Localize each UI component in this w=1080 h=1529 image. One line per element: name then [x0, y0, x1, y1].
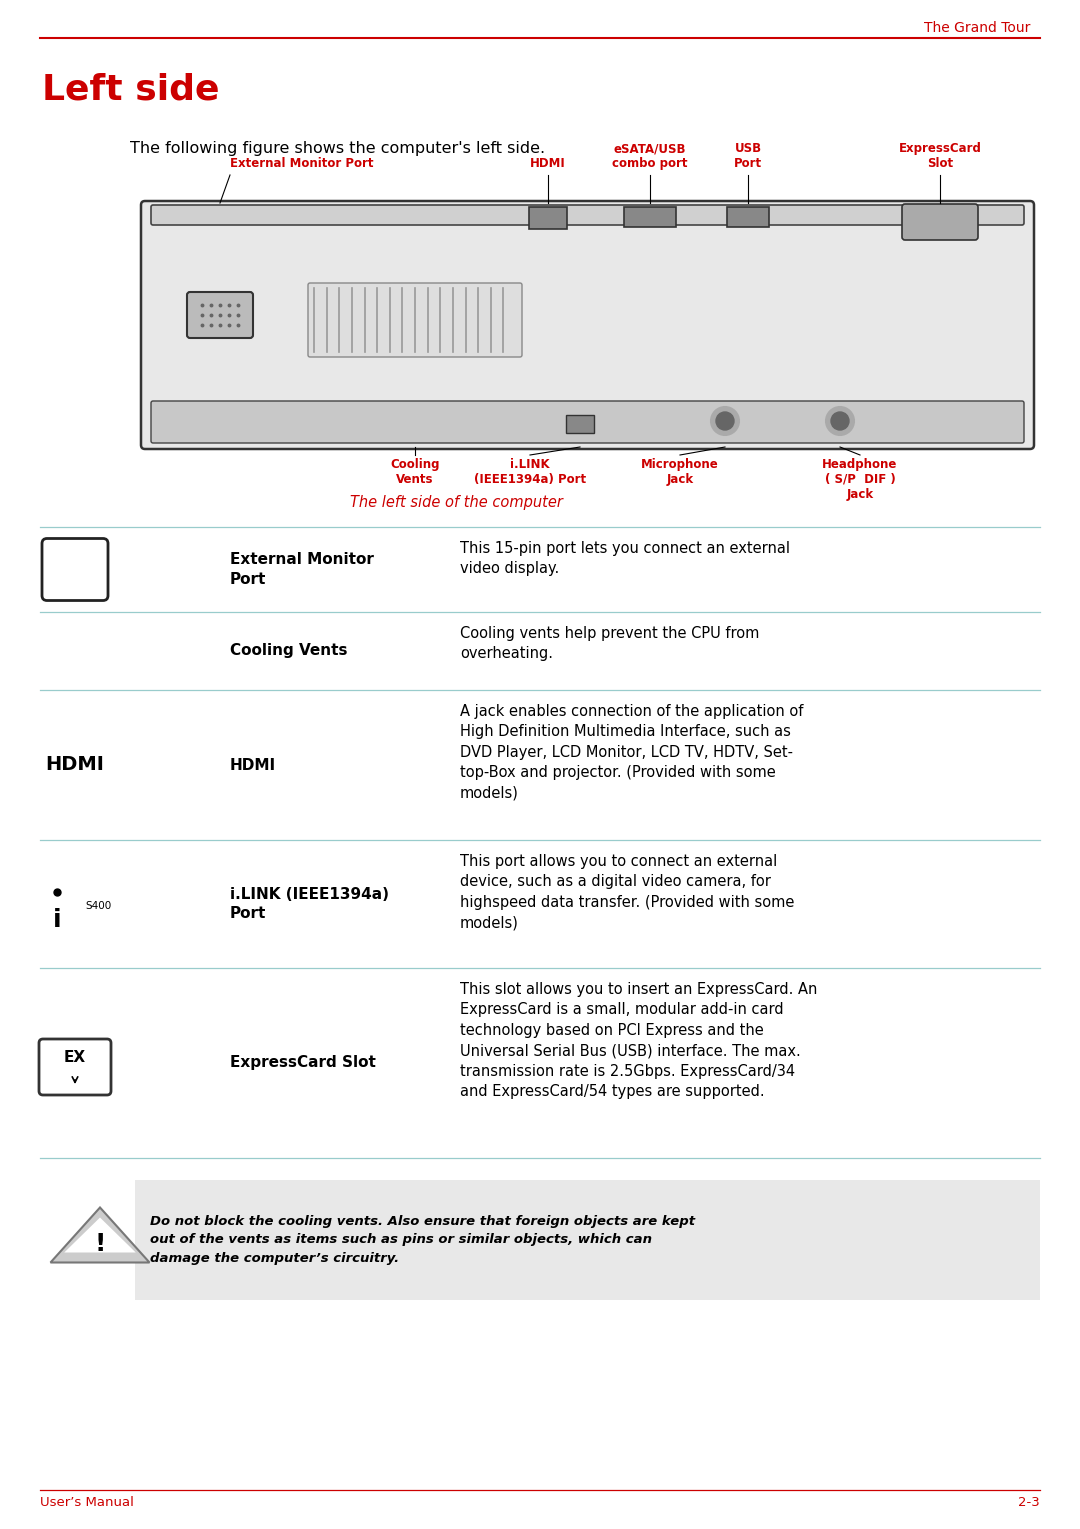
Text: Cooling Vents: Cooling Vents [230, 644, 348, 659]
Text: User’s Manual: User’s Manual [40, 1495, 134, 1509]
Text: HDMI: HDMI [530, 157, 566, 170]
Text: HDMI: HDMI [45, 755, 105, 775]
Text: The following figure shows the computer's left side.: The following figure shows the computer'… [130, 141, 545, 156]
Text: Headphone
( S/P  DIF )
Jack: Headphone ( S/P DIF ) Jack [822, 459, 897, 502]
Text: i: i [53, 908, 62, 933]
FancyBboxPatch shape [902, 203, 978, 240]
FancyBboxPatch shape [141, 200, 1034, 450]
Text: i.LINK
(IEEE1394a) Port: i.LINK (IEEE1394a) Port [474, 459, 586, 486]
Circle shape [831, 411, 849, 430]
Text: eSATA/USB
combo port: eSATA/USB combo port [612, 142, 688, 170]
FancyBboxPatch shape [566, 414, 594, 433]
FancyBboxPatch shape [151, 205, 1024, 225]
FancyBboxPatch shape [39, 1040, 111, 1095]
Text: HDMI: HDMI [230, 757, 276, 772]
FancyBboxPatch shape [529, 206, 567, 229]
Polygon shape [64, 1217, 136, 1252]
Text: USB
Port: USB Port [734, 142, 762, 170]
Text: This slot allows you to insert an ExpressCard. An
ExpressCard is a small, modula: This slot allows you to insert an Expres… [460, 982, 818, 1099]
FancyBboxPatch shape [187, 292, 253, 338]
Text: Left side: Left side [42, 73, 219, 107]
Text: External Monitor Port: External Monitor Port [230, 157, 374, 170]
FancyBboxPatch shape [135, 1180, 1040, 1300]
FancyBboxPatch shape [308, 283, 522, 356]
Text: Do not block the cooling vents. Also ensure that foreign objects are kept
out of: Do not block the cooling vents. Also ens… [150, 1216, 696, 1264]
Text: !: ! [94, 1232, 106, 1255]
FancyBboxPatch shape [42, 538, 108, 601]
Text: S400: S400 [85, 901, 111, 911]
Text: ExpressCard Slot: ExpressCard Slot [230, 1055, 376, 1070]
Text: Cooling
Vents: Cooling Vents [390, 459, 440, 486]
Text: ExpressCard
Slot: ExpressCard Slot [899, 142, 982, 170]
Text: EX: EX [64, 1049, 86, 1064]
Text: A jack enables connection of the application of
High Definition Multimedia Inter: A jack enables connection of the applica… [460, 703, 804, 801]
Text: 2-3: 2-3 [1018, 1495, 1040, 1509]
Circle shape [711, 407, 739, 434]
Text: This 15-pin port lets you connect an external
video display.: This 15-pin port lets you connect an ext… [460, 541, 789, 576]
Polygon shape [51, 1208, 149, 1263]
Circle shape [826, 407, 854, 434]
Text: External Monitor
Port: External Monitor Port [230, 552, 374, 587]
Text: Microphone
Jack: Microphone Jack [642, 459, 719, 486]
Circle shape [716, 411, 734, 430]
Text: Cooling vents help prevent the CPU from
overheating.: Cooling vents help prevent the CPU from … [460, 625, 759, 662]
FancyBboxPatch shape [727, 206, 769, 226]
FancyBboxPatch shape [624, 206, 676, 226]
Text: This port allows you to connect an external
device, such as a digital video came: This port allows you to connect an exter… [460, 855, 795, 930]
Text: The left side of the computer: The left side of the computer [350, 494, 563, 509]
FancyBboxPatch shape [151, 401, 1024, 443]
Text: The Grand Tour: The Grand Tour [923, 21, 1030, 35]
Text: i.LINK (IEEE1394a)
Port: i.LINK (IEEE1394a) Port [230, 887, 389, 920]
